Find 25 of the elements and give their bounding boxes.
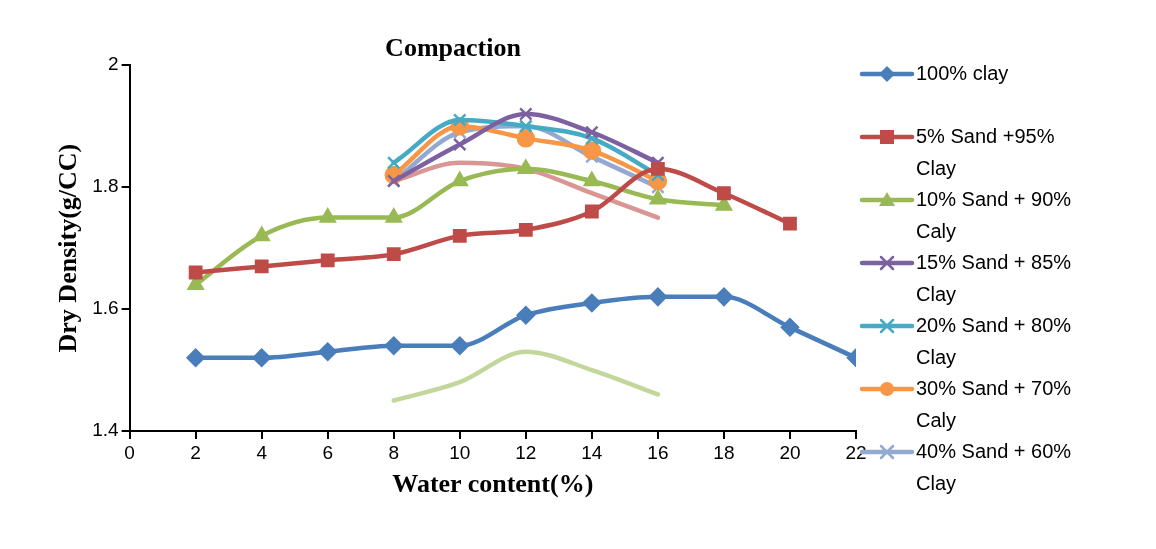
- x-tick-label: 8: [388, 441, 400, 463]
- x-tick-label: 6: [322, 441, 334, 463]
- y-tick-label: 1.4: [92, 419, 120, 441]
- x-tick-label: 16: [647, 441, 669, 463]
- y-axis-title: Dry Density(g/CC): [53, 143, 83, 353]
- legend-label: 100% clay: [916, 61, 1010, 86]
- x-tick-label: 10: [449, 441, 471, 463]
- x-axis-title: Water content(%): [392, 469, 594, 499]
- x-tick-label: 14: [581, 441, 603, 463]
- legend-label: 40% Sand + 60% Clay: [916, 439, 1073, 496]
- x-tick-label: 18: [713, 441, 735, 463]
- chart-title: Compaction: [385, 33, 522, 63]
- legend-label: 15% Sand + 85% Clay: [916, 250, 1073, 307]
- x-tick-label: 12: [515, 441, 537, 463]
- legend-label: 20% Sand + 80% Clay: [916, 313, 1073, 370]
- legend-label: 30% Sand + 70% Caly: [916, 376, 1073, 433]
- x-tick-label: 20: [779, 441, 801, 463]
- y-tick-label: 1.8: [92, 175, 119, 197]
- legend-label: 5% Sand +95% Clay: [916, 124, 1056, 181]
- x-tick-label: 4: [256, 441, 268, 463]
- y-tick-label: 1.6: [92, 297, 119, 319]
- x-tick-label: 0: [124, 441, 135, 463]
- y-tick-label: 2: [108, 53, 119, 75]
- x-tick-label: 2: [190, 441, 201, 463]
- legend-label: 10% Sand + 90% Caly: [916, 187, 1073, 244]
